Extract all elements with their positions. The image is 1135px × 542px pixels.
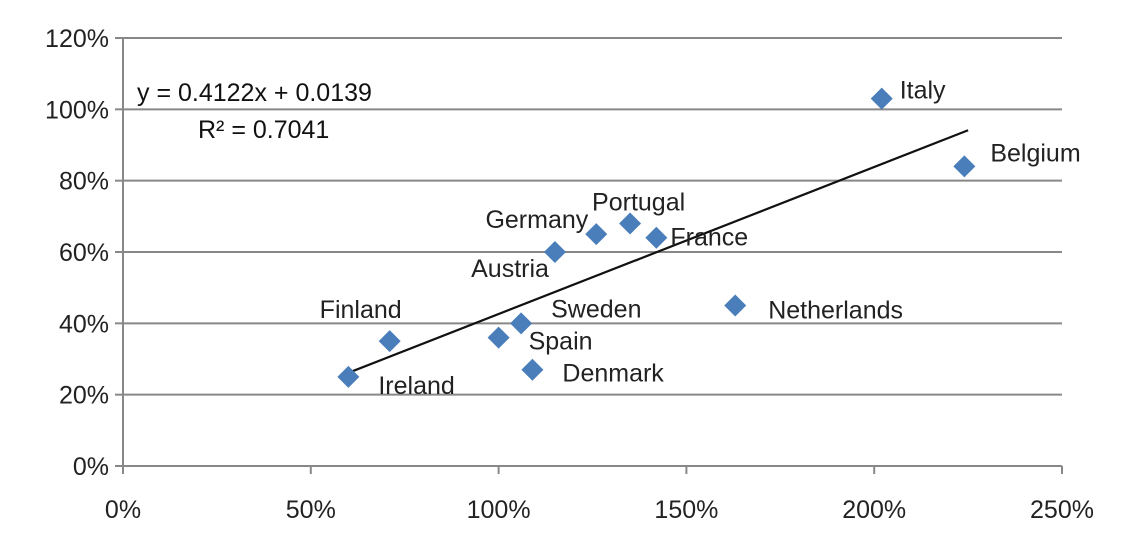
point-label: Belgium (990, 139, 1080, 167)
x-tick-label: 100% (467, 496, 531, 524)
point-label: Finland (320, 296, 402, 324)
data-point-marker (337, 365, 360, 388)
x-tick-label: 200% (842, 496, 906, 524)
data-point-marker (510, 312, 533, 335)
trendline-equation: y = 0.4122x + 0.0139 (137, 79, 372, 107)
trendline-annotation: y = 0.4122x + 0.0139 R² = 0.7041 (137, 79, 372, 144)
data-point-marker (953, 155, 976, 178)
x-tick-label: 50% (286, 496, 336, 524)
y-tick-label: 120% (45, 25, 109, 53)
point-label: Netherlands (768, 297, 903, 325)
data-point-marker (619, 212, 642, 235)
data-point-marker (543, 241, 566, 263)
trendline-group (347, 129, 969, 374)
point-labels: Ireland Finland Spain Sweden Denmark Austria G… (320, 77, 1081, 400)
gridlines (123, 37, 1062, 396)
data-point-marker (378, 330, 401, 353)
data-point-marker (585, 223, 608, 246)
y-tick-label: 80% (59, 168, 109, 196)
data-point-marker (870, 87, 893, 110)
point-label: Denmark (562, 360, 664, 388)
point-label: Germany (485, 206, 588, 234)
point-label: Sweden (551, 295, 641, 323)
point-label: France (670, 224, 748, 252)
data-point-marker (487, 326, 510, 349)
point-label: Portugal (592, 188, 685, 216)
trendline-r-squared: R² = 0.7041 (198, 116, 329, 144)
y-tick-label: 60% (59, 239, 109, 267)
data-point-marker (724, 294, 747, 317)
y-tick-label: 40% (59, 310, 109, 338)
point-label: Ireland (378, 372, 454, 400)
point-label: Italy (900, 77, 946, 105)
point-label: Spain (529, 328, 593, 356)
x-tick-label: 0% (105, 496, 141, 524)
axes: 0% 20% 40% 60% 80% 100% 120% 0% 50% 100% 150% 200% 2… (45, 25, 1094, 524)
x-tick-label: 150% (654, 496, 718, 524)
data-point-marker (645, 226, 668, 249)
y-tick-label: 0% (73, 453, 109, 481)
data-point-marker (521, 358, 544, 381)
data-points (337, 87, 976, 388)
point-label: Austria (471, 255, 549, 283)
x-tick-label: 250% (1030, 496, 1094, 524)
y-tick-label: 20% (59, 382, 109, 410)
y-tick-label: 100% (45, 96, 109, 124)
trendline (347, 129, 969, 374)
